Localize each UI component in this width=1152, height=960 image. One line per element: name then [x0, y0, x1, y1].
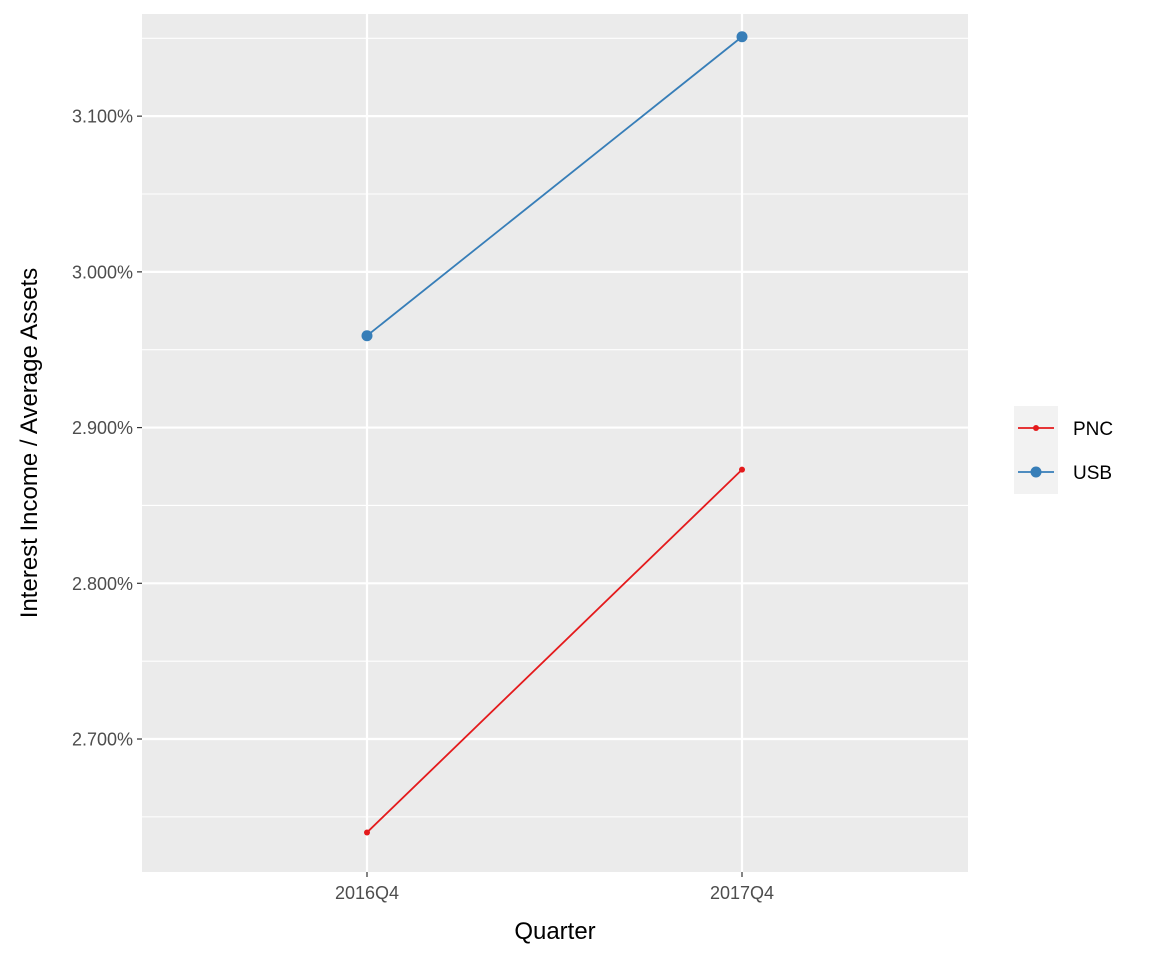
x-tick-label: 2017Q4	[710, 883, 774, 903]
x-tick-label: 2016Q4	[335, 883, 399, 903]
legend-label-pnc: PNC	[1073, 419, 1113, 440]
x-axis-title: Quarter	[514, 918, 595, 945]
series-line-usb	[366, 36, 743, 337]
legend-marker-pnc	[1033, 425, 1039, 431]
legend: PNC USB	[1014, 406, 1113, 494]
y-axis-title: Interest Income / Average Assets	[16, 268, 43, 618]
series-line-pnc	[366, 468, 743, 834]
major-gridlines	[142, 14, 968, 872]
legend-marker-usb	[1030, 466, 1042, 478]
x-axis: 2016Q4 2017Q4	[335, 872, 774, 903]
y-tick-label: 2.800%	[72, 574, 133, 594]
legend-label-usb: USB	[1073, 463, 1112, 484]
plot-panel	[142, 14, 968, 872]
minor-gridlines	[142, 37, 968, 818]
series-layer	[361, 31, 748, 836]
data-point-pnc	[739, 466, 745, 473]
y-tick-label: 3.100%	[72, 107, 133, 127]
y-axis: 2.700% 2.800% 2.900% 3.000% 3.100%	[72, 107, 142, 750]
y-tick-label: 2.700%	[72, 730, 133, 750]
y-tick-label: 3.000%	[72, 262, 133, 282]
data-point-usb	[736, 31, 748, 43]
data-point-usb	[361, 330, 373, 342]
data-point-pnc	[364, 829, 370, 836]
y-tick-label: 2.900%	[72, 418, 133, 438]
